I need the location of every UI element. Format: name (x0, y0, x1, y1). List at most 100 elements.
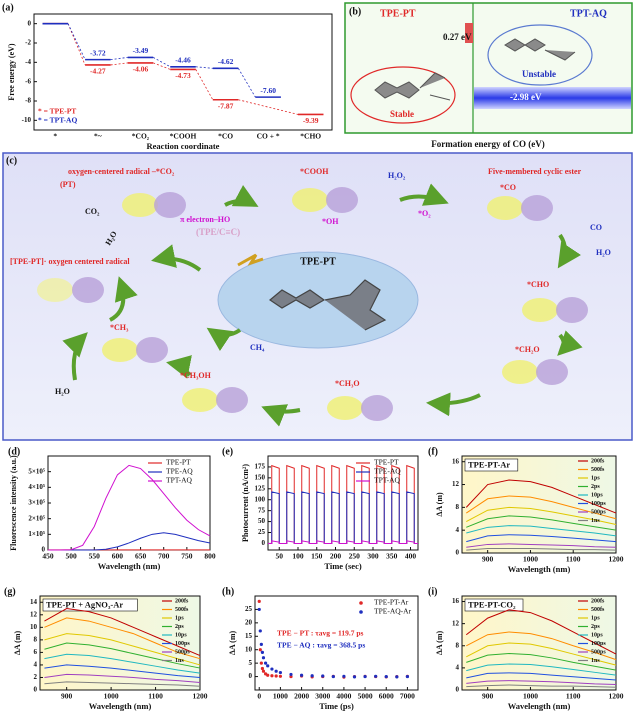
connector (195, 69, 214, 100)
connector (67, 23, 86, 60)
y-tick-label: 0 (42, 546, 46, 554)
legend-entry: 1ns (591, 518, 600, 524)
x-tick-label: 1200 (193, 692, 208, 701)
series-line (466, 534, 617, 543)
series-line (466, 653, 617, 671)
legend-entry: 2ps (591, 624, 600, 630)
point (260, 650, 265, 655)
x-tick-label: 800 (204, 552, 216, 561)
y-tick-label: 16 (452, 597, 460, 605)
plot-frame (267, 455, 419, 551)
y-tick-label: 10 (30, 623, 38, 631)
y-tick-label: 25 (258, 528, 266, 536)
x-tick-label: 400 (405, 552, 417, 561)
legend-entry: TPE-PT (374, 458, 399, 467)
point (274, 669, 278, 673)
y-tick-label: 8 (456, 503, 460, 511)
legend-entry: 100ps (591, 501, 606, 507)
molecule (37, 278, 73, 302)
label: H₂O₂ (388, 171, 406, 180)
series-line (44, 633, 201, 666)
point (342, 674, 346, 678)
y-tick-label: 16 (452, 457, 460, 465)
series-line (44, 608, 201, 656)
energy-bar (474, 87, 631, 109)
label: *CH₃O (335, 379, 360, 388)
x-tick-label: 1000 (104, 692, 119, 701)
x-axis-label: Wavelength (nm) (508, 564, 571, 574)
y-axis-label: Photocurrent (nA/cm²) (241, 464, 250, 542)
legend-entry: TPE-AQ-Ar (374, 607, 412, 616)
label: *CHO (527, 280, 549, 289)
x-tick-label: 600 (112, 552, 124, 561)
legend-entry: 2ps (591, 484, 600, 490)
panel-label: (g) (4, 586, 16, 597)
x-axis-label: Formation energy of CO (eV) (431, 139, 544, 149)
x-tick-label: *CO₂ (132, 132, 150, 141)
y-axis-label: Fluorescence intensity (a.u.) (9, 455, 18, 551)
series-line (44, 681, 201, 687)
legend-entry: 10ps (175, 632, 187, 638)
y-tick-label: 2 (34, 673, 38, 681)
x-tick-label: CO + * (257, 132, 280, 141)
plot-frame (39, 595, 201, 691)
molecule (374, 72, 451, 101)
y-tick-label: 0 (249, 672, 253, 680)
unstable-circle (487, 24, 593, 86)
point (270, 667, 274, 671)
series-line (466, 631, 617, 661)
arrow (399, 183, 449, 206)
series-line (48, 464, 211, 551)
point (310, 674, 314, 678)
point (258, 629, 262, 633)
y-tick-label: 125 (255, 484, 266, 492)
y-tick-label: 175 (255, 463, 266, 471)
label: H₂O (55, 387, 70, 396)
legend-entry: TPE-AQ (166, 467, 193, 476)
chart-title: TPE-PT-CO₂ (468, 599, 516, 609)
right-state: Unstable (522, 69, 556, 79)
x-tick-label: 2000 (294, 692, 309, 701)
x-tick-label: 7000 (400, 692, 415, 701)
y-tick-label: 0 (456, 549, 460, 557)
point (299, 673, 304, 677)
right-title: TPT-AQ (570, 8, 607, 19)
label: *CH₃OH (180, 371, 212, 380)
point (352, 675, 357, 679)
label: CH₄ (250, 343, 265, 352)
label: CO₂ (85, 207, 100, 216)
connector (153, 62, 171, 70)
legend-entry: 10ps (591, 632, 603, 638)
arrow (224, 185, 259, 207)
legend-entry: 500ps (591, 509, 606, 515)
x-tick-label: 6000 (379, 692, 394, 701)
data-label: -7.87 (218, 101, 234, 110)
y-tick-label: 0 (456, 686, 460, 694)
energy-bar (465, 23, 473, 43)
series-line (466, 506, 617, 525)
arrow (151, 244, 202, 272)
arrow (62, 332, 88, 381)
x-tick-label: 1200 (609, 555, 624, 564)
title-box (464, 458, 519, 472)
left-title: TPE-PT (380, 8, 416, 19)
arrow (206, 327, 242, 352)
y-tick-label: 4 (456, 663, 460, 671)
y-tick-label: 150 (255, 473, 266, 481)
molecule (292, 188, 328, 212)
molecule (504, 38, 576, 61)
label: (PT) (60, 180, 76, 189)
x-tick-label: 4000 (336, 692, 351, 701)
legend-entry: 200fs (591, 598, 605, 604)
y-tick-label: -10 (22, 116, 32, 124)
legend-entry: TPT-AQ (374, 476, 401, 485)
point (331, 674, 335, 679)
x-tick-label: 1000 (523, 555, 538, 564)
point (261, 669, 266, 673)
arrow (426, 392, 481, 417)
legend-swatch (359, 610, 363, 614)
x-tick-label: 1100 (566, 555, 581, 564)
label: (TPE/C≡C) (196, 227, 240, 237)
data-label: -4.62 (218, 57, 234, 66)
